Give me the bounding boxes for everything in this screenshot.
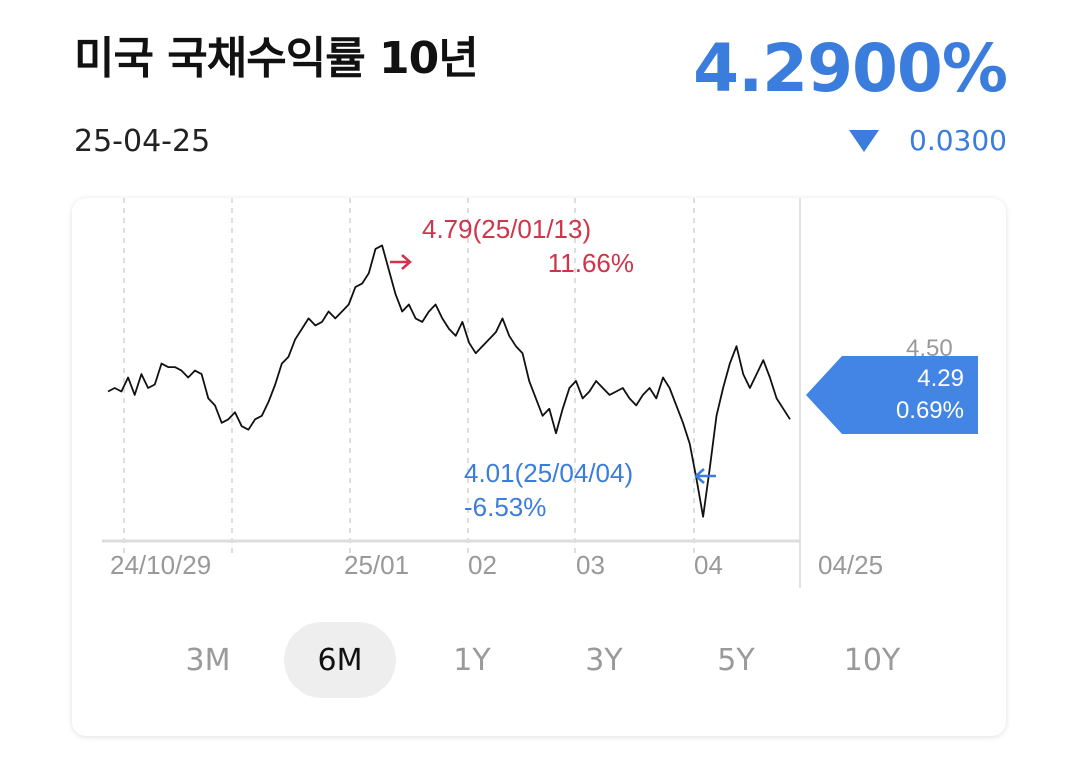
- yield-chart[interactable]: 24/10/29 25/01 02 03 04 04/254.504.79(25/01/1…: [72, 198, 1006, 618]
- x-tick-label: 04/25: [818, 550, 883, 580]
- down-triangle-icon: [849, 129, 880, 152]
- chart-card: 24/10/29 25/01 02 03 04 04/25 4.50 4.79(25/01/1…: [72, 198, 1006, 736]
- tab-3m[interactable]: 3M: [185, 642, 231, 678]
- series-line: [107, 244, 791, 518]
- quote-date: 25-04-25: [74, 124, 211, 159]
- current-pct-label: 0.69%: [896, 397, 964, 424]
- x-tick-label: 02: [468, 550, 497, 580]
- tab-1y[interactable]: 1Y: [453, 642, 491, 678]
- current-value-label: 4.29: [917, 365, 964, 392]
- current-price: 4.2900%: [693, 30, 1008, 107]
- period-tabs: 3M 6M 1Y 3Y 5Y 10Y: [72, 622, 1006, 698]
- price-change: 0.0300: [849, 124, 1007, 157]
- high-annotation-label: 4.79(25/01/13): [422, 214, 591, 244]
- low-annotation-label: 4.01(25/04/04): [464, 458, 633, 488]
- x-tick-label: 25/01: [344, 550, 409, 580]
- high-annotation-pct: 11.66%: [548, 248, 634, 278]
- tab-6m[interactable]: 6M: [284, 622, 396, 698]
- tab-3y[interactable]: 3Y: [585, 642, 623, 678]
- low-annotation-pct: -6.53%: [464, 492, 546, 522]
- tab-10y[interactable]: 10Y: [843, 642, 901, 678]
- change-value: 0.0300: [909, 124, 1007, 157]
- low-arrow-icon: [694, 468, 716, 484]
- x-tick-label: 24/10/29: [110, 550, 211, 580]
- current-value-flag: [806, 356, 978, 434]
- page-title: 미국 국채수익률 10년: [74, 33, 479, 84]
- x-tick-label: 03: [576, 550, 605, 580]
- tab-5y[interactable]: 5Y: [717, 642, 755, 678]
- high-arrow-icon: [390, 254, 412, 270]
- x-tick-label: 04: [694, 550, 723, 580]
